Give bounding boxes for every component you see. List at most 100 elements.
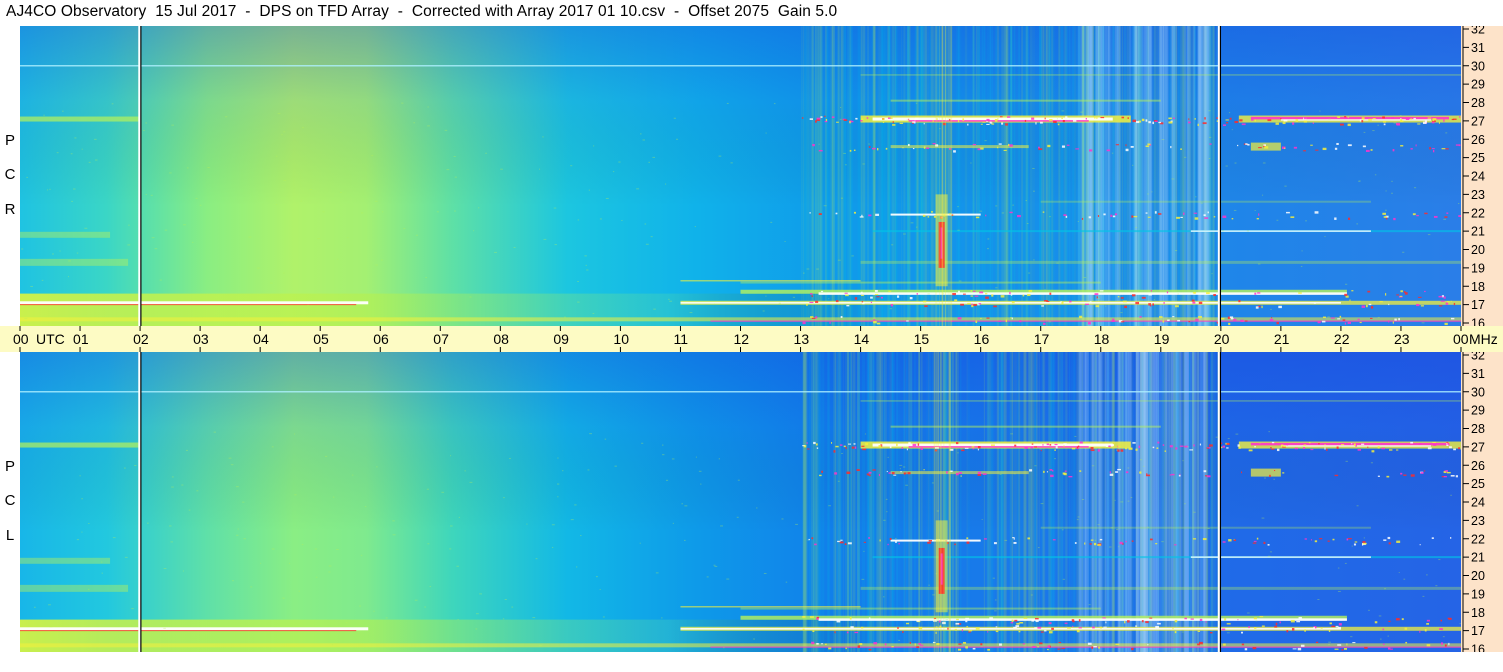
interference-streak xyxy=(1172,352,1175,652)
interference-streak xyxy=(1107,352,1110,652)
band-speckle xyxy=(837,540,841,543)
band-speckle xyxy=(1446,442,1449,444)
band-speckle xyxy=(1157,441,1160,444)
band-speckle xyxy=(870,296,873,299)
band-speckle xyxy=(912,121,916,124)
interference-streak xyxy=(838,352,842,652)
band-speckle xyxy=(1154,211,1157,214)
background-speckle xyxy=(542,136,544,138)
band-speckle xyxy=(1234,121,1239,124)
background-speckle xyxy=(557,496,559,498)
interference-streak xyxy=(802,352,804,652)
interference-streak xyxy=(937,352,939,652)
band-speckle xyxy=(1005,319,1008,323)
band-speckle xyxy=(933,215,937,218)
background-speckle xyxy=(347,237,349,239)
band-speckle xyxy=(1032,645,1036,649)
band-speckle xyxy=(1355,445,1358,447)
background-speckle xyxy=(301,127,304,129)
band-speckle xyxy=(1199,443,1202,446)
band-speckle xyxy=(831,116,835,119)
background-speckle xyxy=(129,624,132,626)
background-speckle xyxy=(145,122,147,124)
interference-streak xyxy=(944,352,947,652)
band-speckle xyxy=(1427,117,1432,119)
interference-streak xyxy=(1108,26,1114,326)
interference-streak xyxy=(976,26,978,326)
band-speckle xyxy=(979,147,984,150)
band-speckle xyxy=(1040,631,1044,633)
radio-burst-core xyxy=(940,553,943,585)
interference-streak xyxy=(1126,352,1133,652)
rcp-label-strip: P C R xyxy=(0,26,20,326)
background-speckle xyxy=(1268,431,1270,433)
interference-streak xyxy=(1153,26,1156,326)
band-speckle xyxy=(1450,536,1452,539)
interference-streak xyxy=(891,26,895,326)
interference-streak xyxy=(811,26,815,326)
background-speckle xyxy=(475,628,478,630)
band-speckle xyxy=(1061,301,1064,304)
background-speckle xyxy=(763,572,767,574)
band-speckle xyxy=(874,289,878,292)
band-speckle xyxy=(882,121,885,124)
band-speckle xyxy=(897,627,899,629)
background-speckle xyxy=(1181,631,1184,633)
interference-streak xyxy=(1100,352,1103,652)
band-speckle xyxy=(1329,622,1332,625)
background-speckle xyxy=(802,272,805,274)
band-speckle xyxy=(818,213,822,216)
interference-streak xyxy=(909,352,913,652)
background-speckle xyxy=(159,279,162,281)
background-speckle xyxy=(1458,203,1460,205)
band-speckle xyxy=(951,214,954,217)
background-speckle xyxy=(1120,501,1124,503)
band-speckle xyxy=(875,213,880,216)
data-gap-line xyxy=(140,352,142,652)
interference-streak xyxy=(819,352,821,652)
band-speckle xyxy=(1403,474,1407,476)
interference-streak xyxy=(995,26,998,326)
band-speckle xyxy=(1009,144,1013,147)
interference-streak xyxy=(1122,26,1124,326)
background-speckle xyxy=(294,494,297,496)
interference-streak xyxy=(826,26,829,326)
interference-streak xyxy=(1149,352,1155,652)
interference-streak xyxy=(907,26,909,326)
band-speckle xyxy=(1352,642,1356,644)
interference-streak xyxy=(1098,26,1104,326)
interference-streak xyxy=(821,26,823,326)
band-speckle xyxy=(810,316,814,318)
band-speckle xyxy=(1368,118,1372,121)
interference-streak xyxy=(945,352,948,652)
interference-streak xyxy=(1068,352,1071,652)
spectral-band xyxy=(1040,200,1371,203)
background-speckle xyxy=(1012,204,1014,206)
background-speckle xyxy=(1379,638,1382,640)
band-speckle xyxy=(1247,143,1250,146)
band-speckle xyxy=(1382,643,1385,645)
band-speckle xyxy=(1286,443,1289,446)
band-speckle xyxy=(1122,542,1124,545)
band-speckle xyxy=(999,116,1003,118)
band-speckle xyxy=(853,443,856,445)
band-speckle xyxy=(1048,622,1052,625)
background-speckle xyxy=(1226,632,1230,634)
band-speckle xyxy=(1072,119,1077,122)
band-speckle xyxy=(1011,301,1015,304)
interference-streak xyxy=(944,26,947,326)
interference-streak xyxy=(1201,26,1203,326)
band-speckle xyxy=(1156,447,1159,449)
time-tick-label: 01 xyxy=(73,331,89,347)
interference-streak xyxy=(966,352,969,652)
band-speckle xyxy=(1304,629,1306,632)
interference-streak xyxy=(947,26,949,326)
interference-streak xyxy=(1085,352,1089,652)
band-speckle xyxy=(1024,119,1027,122)
interference-streak xyxy=(907,26,910,326)
background-speckle xyxy=(641,442,644,444)
interference-streak xyxy=(913,352,916,652)
band-speckle xyxy=(1135,301,1140,305)
band-speckle xyxy=(932,119,934,122)
band-speckle xyxy=(1438,121,1440,124)
